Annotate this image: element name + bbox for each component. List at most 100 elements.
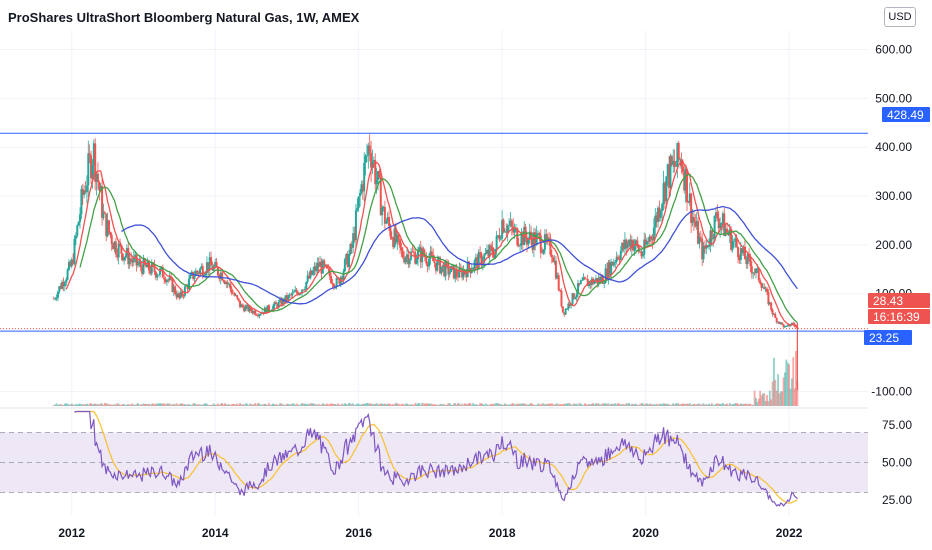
candle-body [245, 305, 248, 307]
volume-bar [581, 404, 584, 406]
candle-body [738, 257, 741, 261]
rsi-line [74, 410, 798, 507]
candle-body [753, 272, 756, 274]
candle-body [88, 153, 91, 156]
candle-body [590, 278, 593, 285]
candle-body [388, 217, 391, 226]
volume-bar [131, 403, 134, 406]
volume-bar [462, 404, 465, 406]
volume-bar [330, 403, 332, 406]
volume-bar [255, 404, 258, 406]
volume-bar [542, 403, 545, 406]
volume-bar [588, 404, 590, 406]
volume-bar [214, 404, 217, 406]
volume-bar [792, 357, 795, 406]
volume-bar [268, 403, 270, 406]
volume-bar [452, 403, 455, 406]
volume-bar [759, 390, 762, 406]
candle-body [130, 258, 133, 261]
horizontal-lines[interactable] [0, 132, 868, 332]
candle-body [539, 235, 542, 253]
candle-body [480, 253, 483, 266]
candle-body [687, 201, 690, 203]
volume-bar [275, 404, 277, 406]
candle-body [763, 287, 766, 290]
candle-body [276, 303, 279, 308]
currency-selector[interactable]: USD [884, 7, 916, 27]
volume-bar [163, 403, 166, 406]
volume-bar [670, 404, 673, 406]
volume-bar [83, 404, 86, 406]
volume-bar [62, 404, 65, 406]
candle-body [84, 190, 87, 193]
volume-bar [160, 403, 163, 406]
volume-bar [319, 404, 321, 406]
y-axis[interactable]: 600.00500.00400.00300.00200.00100.00-100… [871, 43, 912, 507]
candle-body [619, 250, 622, 260]
volume-bar [258, 403, 261, 406]
volume-bar [97, 404, 99, 406]
volume-bar [412, 404, 415, 406]
volume-bar [363, 403, 366, 406]
volume-bar [259, 404, 262, 406]
volume-bar [371, 403, 374, 406]
volume-bar [208, 404, 211, 406]
candle-body [491, 247, 494, 255]
volume-bar [779, 391, 782, 406]
volume-bar [359, 404, 361, 406]
candle-body [745, 259, 748, 265]
volume-bar [475, 404, 477, 406]
volume-bar [410, 404, 412, 406]
candle-body [764, 288, 767, 290]
candle-body [794, 326, 797, 328]
candle-body [274, 302, 277, 304]
candle-body [342, 271, 345, 280]
candle-body [663, 182, 666, 202]
volume-bar [196, 404, 199, 406]
candle-body [629, 239, 632, 249]
candle-body [192, 271, 195, 279]
volume-bar [603, 403, 606, 406]
candle-body [343, 259, 346, 272]
candle-body [66, 269, 69, 280]
candle-body [316, 262, 319, 272]
volume-bar [698, 403, 701, 406]
candle-body [677, 143, 680, 160]
volume-bar [403, 404, 406, 406]
volume-bar [716, 403, 719, 406]
candle-body [254, 310, 257, 315]
volume-bar [257, 403, 259, 406]
volume-bar [497, 403, 499, 406]
volume-bar [683, 403, 686, 406]
candle-body [541, 252, 544, 254]
candle-body [56, 291, 59, 298]
candle-body [472, 268, 475, 270]
candle-body [194, 270, 197, 276]
last-price-tag: 28.43 [868, 293, 930, 308]
volume-bar [480, 403, 483, 406]
volume-bar [91, 404, 94, 406]
volume-bar [658, 403, 661, 406]
volume-bar [388, 403, 390, 406]
candle-body [178, 293, 181, 298]
candle-body [782, 324, 785, 328]
candle-body [625, 239, 628, 248]
volume-bar [654, 404, 657, 406]
volume-bar [461, 403, 464, 406]
volume-bar [443, 403, 446, 406]
volume-bar [295, 403, 298, 406]
candle-body [519, 245, 522, 247]
x-axis[interactable]: 2012 2014 2016 2018 2020 2022 [58, 526, 802, 540]
volume-bar [546, 403, 549, 406]
volume-bar [423, 403, 426, 406]
volume-bar [393, 404, 396, 406]
candle-body [348, 254, 351, 267]
volume-bar [498, 403, 501, 406]
candle-body [266, 305, 269, 314]
volume-bar [128, 404, 131, 406]
candle-body [779, 322, 782, 324]
volume-bar [705, 404, 708, 406]
candle-body [528, 231, 531, 239]
candle-body [106, 220, 109, 237]
